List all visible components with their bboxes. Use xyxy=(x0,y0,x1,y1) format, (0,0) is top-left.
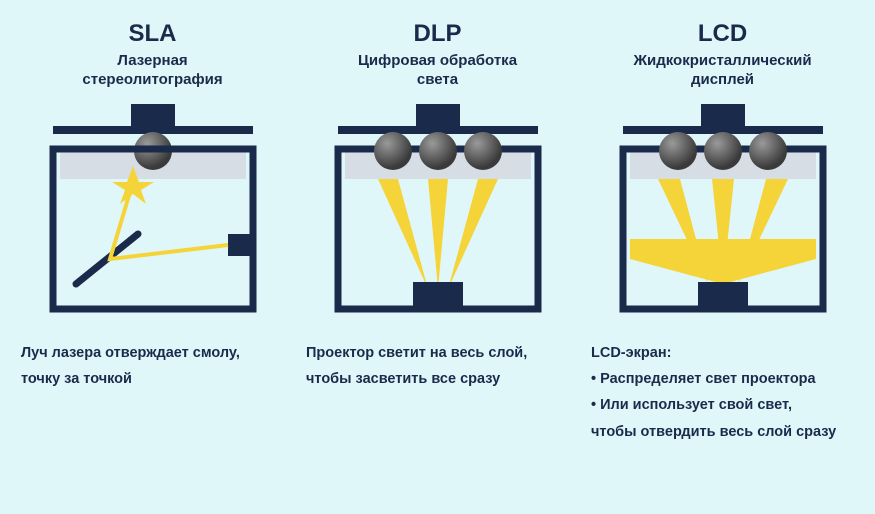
desc-lcd: LCD-экран: • Распределяет свет проектора… xyxy=(585,342,860,447)
diagram-dlp xyxy=(323,104,553,324)
subtitle-line2: света xyxy=(417,71,458,88)
subtitle-dlp: Цифровая обработка света xyxy=(358,52,517,92)
subtitle-lcd: Жидкокристаллический дисплей xyxy=(633,52,811,92)
subtitle-sla: Лазерная стереолитография xyxy=(82,52,222,92)
title-sla: SLA xyxy=(129,20,177,48)
title-dlp: DLP xyxy=(414,20,462,48)
subtitle-line2: дисплей xyxy=(691,71,754,88)
title-lcd: LCD xyxy=(698,20,747,48)
subtitle-line1: Лазерная xyxy=(117,52,187,69)
panel-dlp: DLP Цифровая обработка света xyxy=(300,20,575,447)
desc-line: LCD-экран: xyxy=(591,342,854,365)
desc-line: точку за точкой xyxy=(21,368,284,391)
desc-line: • Или использует свой свет, xyxy=(591,394,854,417)
subtitle-line2: стереолитография xyxy=(82,71,222,88)
subtitle-line1: Цифровая обработка xyxy=(358,52,517,69)
desc-sla: Луч лазера отверждает смолу, точку за то… xyxy=(15,342,290,394)
desc-line: • Распределяет свет проектора xyxy=(591,368,854,391)
desc-line: чтобы отвердить весь слой сразу xyxy=(591,421,854,444)
infographic-container: SLA Лазерная стереолитография xyxy=(0,0,875,457)
diagram-lcd xyxy=(608,104,838,324)
panel-lcd: LCD Жидкокристаллический дисплей xyxy=(585,20,860,447)
desc-line: чтобы засветить все сразу xyxy=(306,368,569,391)
desc-line: Проектор светит на весь слой, xyxy=(306,342,569,365)
diagram-sla xyxy=(38,104,268,324)
desc-line: Луч лазера отверждает смолу, xyxy=(21,342,284,365)
desc-dlp: Проектор светит на весь слой, чтобы засв… xyxy=(300,342,575,394)
subtitle-line1: Жидкокристаллический xyxy=(633,52,811,69)
panel-sla: SLA Лазерная стереолитография xyxy=(15,20,290,447)
